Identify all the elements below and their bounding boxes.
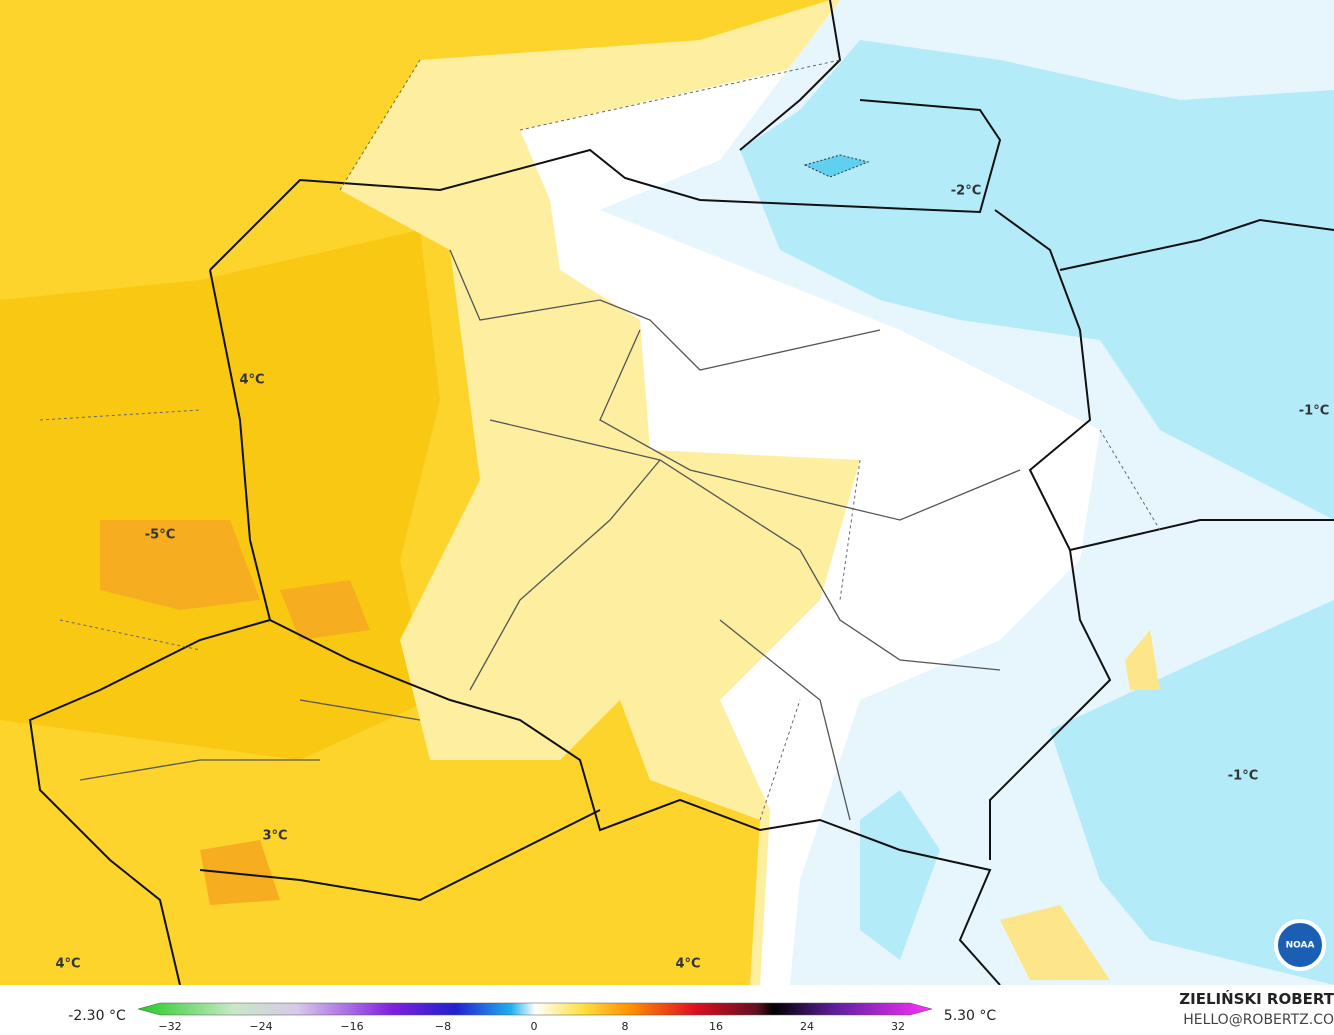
isotherm-label: -1°C [1299, 404, 1329, 419]
isotherm-label: 3°C [262, 829, 287, 844]
isotherm-label: 4°C [675, 957, 700, 972]
isotherm-label: -1°C [1228, 769, 1258, 784]
isotherm-label: -5°C [145, 528, 175, 543]
colorbar-tick: 8 [622, 1020, 629, 1033]
colorbar-tick: −8 [435, 1020, 451, 1033]
colorbar-tick: −24 [249, 1020, 272, 1033]
email: HELLO@ROBERTZ.CO [1183, 1012, 1334, 1028]
colorbar-tick: 24 [800, 1020, 814, 1033]
isotherm-label: -2°C [951, 184, 981, 199]
colorbar-tick: 16 [709, 1020, 723, 1033]
colorbar-max: 5.30 °C [944, 1008, 997, 1024]
author: ZIELIŃSKI ROBERT [1179, 989, 1334, 1008]
logo-text: NOAA [1286, 941, 1315, 951]
colorbar-tick: 0 [531, 1020, 538, 1033]
colorbar-tick: −16 [340, 1020, 363, 1033]
logo-badge [1274, 919, 1326, 971]
isotherm-label: 4°C [55, 957, 80, 972]
colorbar [137, 1002, 933, 1016]
colorbar-tick: −32 [158, 1020, 181, 1033]
colorbar-tick: 32 [891, 1020, 905, 1033]
colorbar-min: -2.30 °C [68, 1008, 126, 1024]
isotherm-label: 4°C [239, 373, 264, 388]
colorbar-gradient [137, 1002, 933, 1016]
map [0, 0, 1334, 986]
